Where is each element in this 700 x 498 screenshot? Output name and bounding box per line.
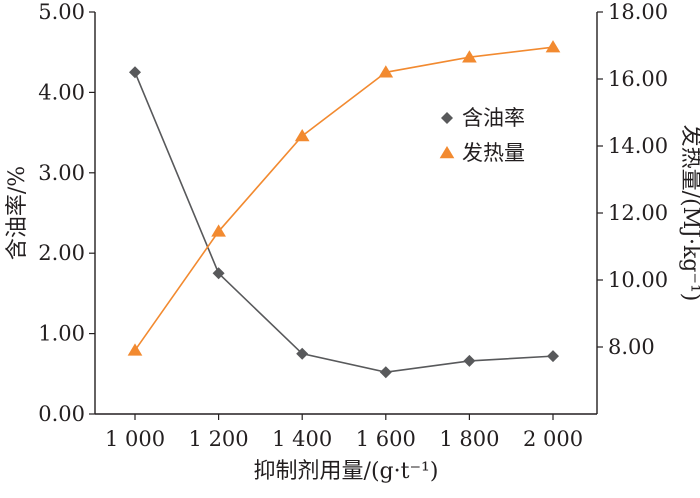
- legend-item-oil-content: 含油率: [441, 106, 525, 130]
- legend-item-calorific-value: 发热量: [439, 141, 525, 165]
- left-y-tick-label: 4.00: [38, 80, 85, 104]
- x-tick-label: 2 000: [523, 427, 583, 451]
- diamond-marker: [212, 267, 225, 280]
- right-y-tick-label: 18.00: [608, 0, 668, 24]
- diamond-marker: [296, 347, 309, 360]
- right-y-tick-label: 8.00: [608, 335, 655, 359]
- x-tick-label: 1 800: [439, 427, 499, 451]
- x-tick-label: 1 000: [105, 427, 165, 451]
- right-y-tick-label: 12.00: [608, 201, 668, 225]
- left-y-tick-label: 5.00: [38, 0, 85, 24]
- series-line-oil-content: [134, 71, 554, 374]
- diamond-marker: [129, 66, 141, 79]
- legend: 含油率 发热量: [439, 106, 525, 165]
- diamond-marker: [379, 366, 392, 379]
- right-y-tick-label: 14.00: [608, 134, 668, 158]
- triangle-marker: [545, 40, 561, 53]
- triangle-marker: [127, 343, 143, 356]
- left-y-tick-label: 0.00: [38, 402, 85, 426]
- triangle-marker: [462, 50, 477, 63]
- tick-marks: [89, 11, 603, 420]
- left-y-axis-title: 含油率/%: [5, 166, 30, 260]
- series-line-calorific-value: [134, 46, 554, 351]
- legend-label-calorific-value: 发热量: [462, 141, 525, 165]
- series-layer: [127, 40, 561, 379]
- left-y-tick-label: 2.00: [38, 241, 85, 265]
- left-y-tick-label: 3.00: [38, 161, 85, 185]
- right-y-axis-title: 发热量/(MJ·kg⁻¹): [678, 125, 700, 302]
- series-calorific-value: [127, 40, 561, 356]
- legend-marker-diamond: [441, 112, 453, 124]
- triangle-marker: [211, 224, 226, 237]
- tick-labels: 1 000 1 200 1 400 1 600 1 800 2 000 0.00 1.00 2.…: [38, 0, 668, 451]
- diamond-marker: [547, 350, 559, 363]
- diamond-marker: [463, 354, 476, 367]
- x-tick-label: 1 400: [272, 427, 332, 451]
- right-y-tick-label: 10.00: [608, 268, 668, 292]
- legend-marker-triangle: [439, 146, 455, 159]
- left-y-tick-label: 1.00: [38, 322, 85, 346]
- x-tick-label: 1 200: [189, 427, 249, 451]
- series-oil-content: [129, 66, 559, 379]
- x-tick-label: 1 600: [356, 427, 416, 451]
- right-y-tick-label: 16.00: [608, 67, 668, 91]
- chart-axes: [94, 12, 598, 415]
- x-axis-title: 抑制剂用量/(g·t⁻¹): [254, 459, 439, 484]
- legend-label-oil-content: 含油率: [462, 106, 525, 130]
- triangle-marker: [294, 128, 310, 142]
- triangle-marker: [378, 65, 394, 78]
